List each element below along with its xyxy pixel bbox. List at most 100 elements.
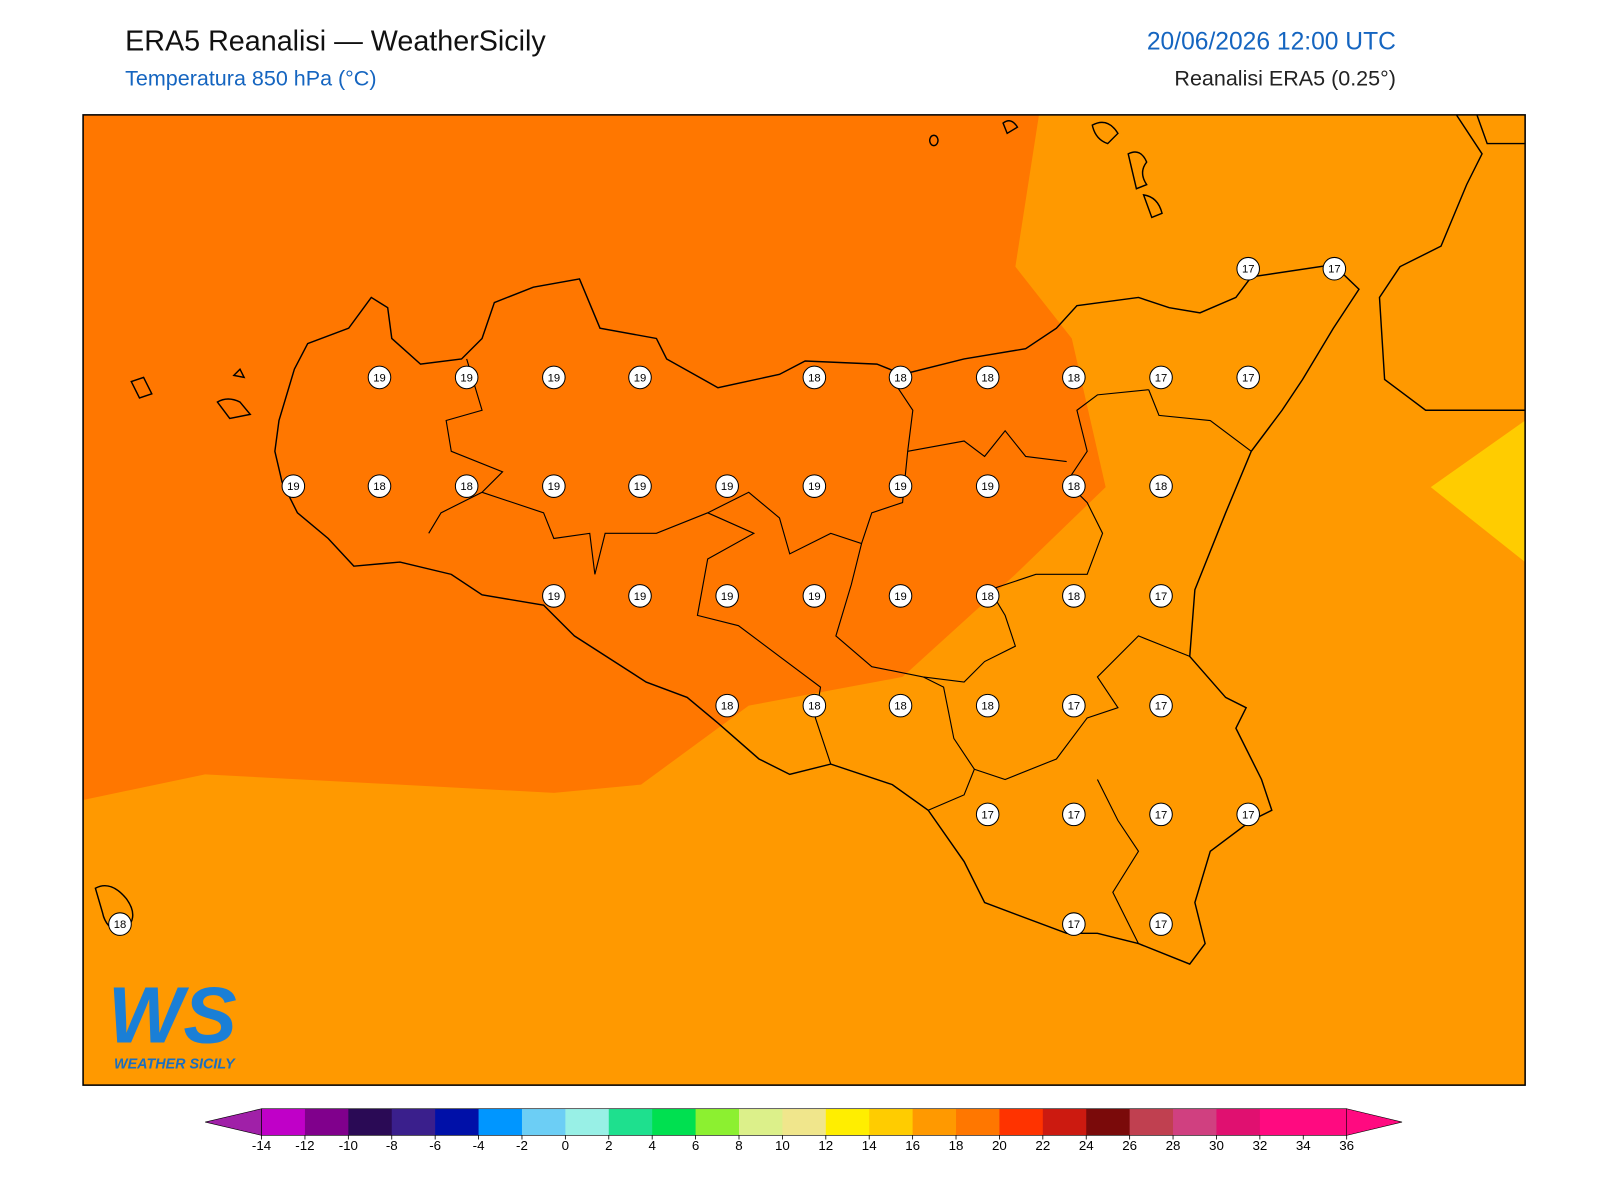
station-marker: [1149, 584, 1173, 608]
colorbar-tick-label: 32: [1252, 1138, 1267, 1153]
station-value: 17: [1328, 264, 1341, 276]
colorbar-tick-label: 24: [1079, 1138, 1094, 1153]
station-value: 19: [894, 481, 907, 493]
colorbar-tick-label: 12: [818, 1138, 833, 1153]
colorbar-tick-label: 22: [1035, 1138, 1050, 1153]
station-marker: [628, 474, 652, 498]
station-value: 18: [114, 919, 127, 931]
station-marker: [802, 365, 827, 390]
station-marker: [1236, 802, 1260, 827]
station-marker: [715, 584, 739, 608]
station-marker: [1322, 256, 1347, 281]
station-marker: [888, 693, 913, 718]
station-marker: [108, 912, 132, 936]
station-value: 18: [1068, 481, 1081, 493]
station-value: 19: [548, 372, 561, 384]
colorbar-tick-label: 2: [605, 1138, 612, 1153]
province-border: [428, 358, 504, 534]
colorbar-bin: [695, 1108, 740, 1136]
coastline: [1476, 114, 1526, 145]
colorbar-tick-label: -14: [252, 1138, 272, 1153]
station-marker: [975, 693, 1000, 718]
station-value: 18: [1068, 372, 1081, 384]
station-value: 19: [721, 481, 734, 493]
station-value: 19: [373, 372, 386, 384]
colorbar-tick-label: 14: [862, 1138, 877, 1153]
colorbar-bin: [348, 1108, 393, 1136]
station-marker: [888, 584, 913, 608]
station-value: 19: [808, 481, 821, 493]
station-value: 19: [981, 481, 994, 493]
station-value: 18: [721, 701, 734, 713]
station-value: 19: [634, 591, 647, 603]
temp-field: [1430, 420, 1526, 563]
title: ERA5 Reanalisi — WeatherSicily: [125, 26, 546, 58]
station-marker: [1062, 584, 1086, 608]
station-value: 18: [981, 701, 994, 713]
colorbar-bin: [738, 1108, 783, 1136]
logo-mark: WS: [108, 971, 237, 1060]
station-marker: [1062, 802, 1086, 827]
colorbar-bin: [391, 1108, 436, 1136]
station-value: 17: [1242, 372, 1255, 384]
station-value: 18: [460, 481, 473, 493]
station-marker: [454, 474, 479, 498]
logo-text: WEATHER SICILY: [114, 1056, 236, 1072]
colorbar-bin: [652, 1108, 697, 1136]
station-value: 19: [460, 372, 473, 384]
colorbar-bin: [1042, 1108, 1087, 1136]
station-marker: [628, 365, 652, 390]
station-value: 18: [373, 481, 386, 493]
station-value: 17: [1155, 591, 1168, 603]
station-value: 19: [634, 481, 647, 493]
province-border: [922, 676, 975, 811]
station-value: 17: [1155, 372, 1168, 384]
colorbar-bin: [478, 1108, 523, 1136]
station-value: 18: [894, 372, 907, 384]
station-marker: [1149, 365, 1173, 390]
colorbar-bin: [435, 1108, 480, 1136]
datetime: 20/06/2026 12:00 UTC: [1147, 29, 1396, 56]
colorbar-bin: [782, 1108, 827, 1136]
station-marker: [281, 474, 306, 498]
station-marker: [802, 693, 827, 718]
station-marker: [454, 365, 479, 390]
station-marker: [1149, 474, 1173, 498]
colorbar-bin: [999, 1108, 1044, 1136]
province-border: [1148, 389, 1252, 452]
station-value: 19: [548, 591, 561, 603]
station-value: 17: [1155, 701, 1168, 713]
colorbar-tick-label: 28: [1166, 1138, 1181, 1153]
station-marker: [888, 365, 913, 390]
station-marker: [1236, 256, 1260, 281]
colorbar-tick-label: 34: [1296, 1138, 1311, 1153]
station-value: 19: [634, 372, 647, 384]
station-marker: [802, 474, 827, 498]
coastline: [1378, 114, 1526, 411]
station-value: 17: [1068, 809, 1081, 821]
map: 17 17 19 19 19 19 18 18 18 18 17 17 19 18 18 19 19 19 19 19…: [83, 114, 1526, 1086]
station-value: 17: [1155, 809, 1168, 821]
colorbar: -14 -12 -10 -8 -6 -4 -2 0 2 4 6 8 10 12 14 16 18 20 22 24 26…: [205, 1108, 1403, 1153]
colorbar-tick-label: 6: [692, 1138, 699, 1153]
station-marker: [715, 693, 739, 718]
station-marker: [1062, 912, 1086, 936]
station-value: 19: [721, 591, 734, 603]
colorbar-tick-label: 4: [648, 1138, 656, 1153]
station-value: 18: [1068, 591, 1081, 603]
station-marker: [975, 365, 1000, 390]
station-marker: [975, 474, 1000, 498]
station-value: 19: [808, 591, 821, 603]
station-marker: [1149, 802, 1173, 827]
colorbar-bin: [304, 1108, 349, 1136]
station-value: 18: [808, 701, 821, 713]
colorbar-tick-label: 36: [1339, 1138, 1354, 1153]
source: Reanalisi ERA5 (0.25°): [1174, 67, 1395, 91]
colorbar-bin: [261, 1108, 306, 1136]
colorbar-tick-label: -6: [429, 1138, 441, 1153]
station-value: 17: [1242, 809, 1255, 821]
colorbar-over: [1346, 1108, 1403, 1136]
station-value: 18: [894, 701, 907, 713]
island: [130, 368, 252, 420]
